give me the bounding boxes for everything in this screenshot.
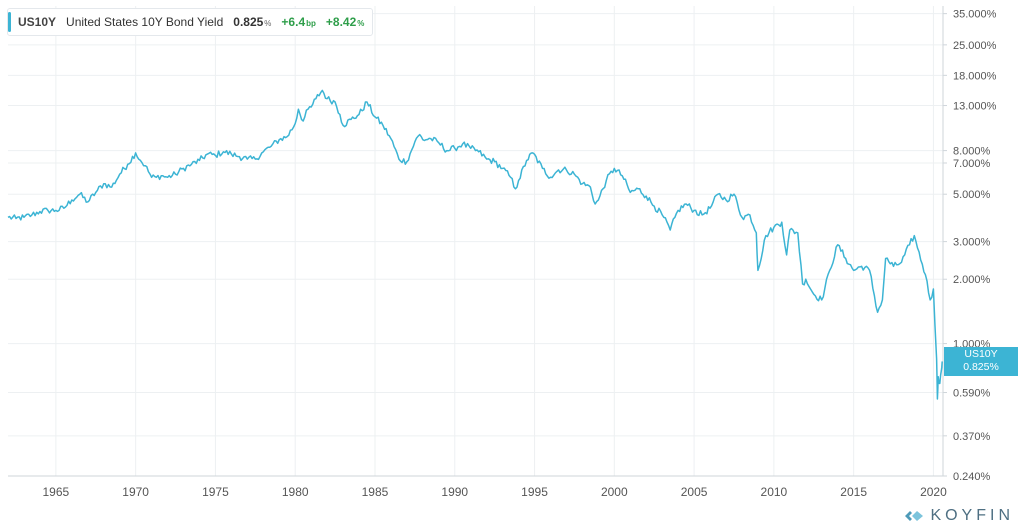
y-tick-label: 3.000% — [953, 237, 991, 249]
logo-text: KOYFIN — [930, 507, 1014, 524]
series-color-swatch — [8, 12, 11, 32]
series-line-us10y — [7, 89, 943, 400]
y-tick-label: 2.000% — [953, 274, 991, 286]
y-tick-label: 5.000% — [953, 189, 991, 201]
price-tag-value: 0.825% — [963, 361, 999, 373]
legend-change-pct: +8.42 — [325, 15, 357, 29]
legend-change-bp: +6.4 — [281, 15, 306, 29]
x-axis-ticks: 1965 1970 1975 1980 1985 1990 1995 2000 2005 2010… — [43, 485, 948, 499]
x-tick-label: 1990 — [441, 485, 468, 499]
y-tick-label: 0.590% — [953, 388, 991, 400]
y-tick-label: 0.240% — [953, 471, 991, 483]
last-price-tag: US10Y 0.825% — [944, 347, 1018, 376]
koyfin-logo-icon — [905, 511, 924, 521]
y-tick-label: 8.000% — [953, 146, 991, 158]
legend-change-pct-unit: % — [357, 19, 365, 28]
legend-value: 0.825 — [233, 15, 264, 29]
x-tick-label: 2005 — [681, 485, 708, 499]
legend-change-bp-group: +6.4bp — [281, 15, 315, 29]
y-tick-label: 0.370% — [953, 431, 991, 443]
legend-value-group: 0.825% — [233, 15, 271, 29]
x-tick-label: 2010 — [761, 485, 788, 499]
x-tick-label: 1995 — [521, 485, 548, 499]
x-tick-label: 1975 — [202, 485, 229, 499]
x-tick-label: 1965 — [43, 485, 70, 499]
y-tick-label: 35.000% — [953, 9, 997, 21]
legend-symbol: US10Y — [18, 15, 57, 29]
legend-value-unit: % — [264, 19, 272, 28]
x-tick-label: 1970 — [122, 485, 149, 499]
chart-legend[interactable]: US10Y United States 10Y Bond Yield 0.825… — [7, 8, 374, 36]
x-tick-label: 2015 — [840, 485, 867, 499]
x-tick-label: 2020 — [920, 485, 947, 499]
legend-series-name: United States 10Y Bond Yield — [66, 15, 224, 29]
x-tick-label: 1980 — [282, 485, 309, 499]
x-tick-label: 2000 — [601, 485, 628, 499]
koyfin-logo: KOYFIN — [904, 507, 1014, 525]
y-axis-ticks: 35.000% 25.000% 18.000% 13.000% 8.000%7.000%… — [943, 9, 997, 483]
legend-change-bp-unit: bp — [306, 19, 316, 28]
y-tick-label: 25.000% — [953, 40, 997, 52]
y-tick-label: 13.000% — [953, 101, 997, 113]
y-tick-label: 18.000% — [953, 70, 997, 82]
chart-grid — [8, 6, 943, 477]
y-tick-label: 7.000% — [953, 158, 991, 170]
legend-change-pct-group: +8.42% — [326, 15, 365, 29]
price-tag-symbol: US10Y — [964, 348, 998, 360]
x-tick-label: 1985 — [362, 485, 389, 499]
